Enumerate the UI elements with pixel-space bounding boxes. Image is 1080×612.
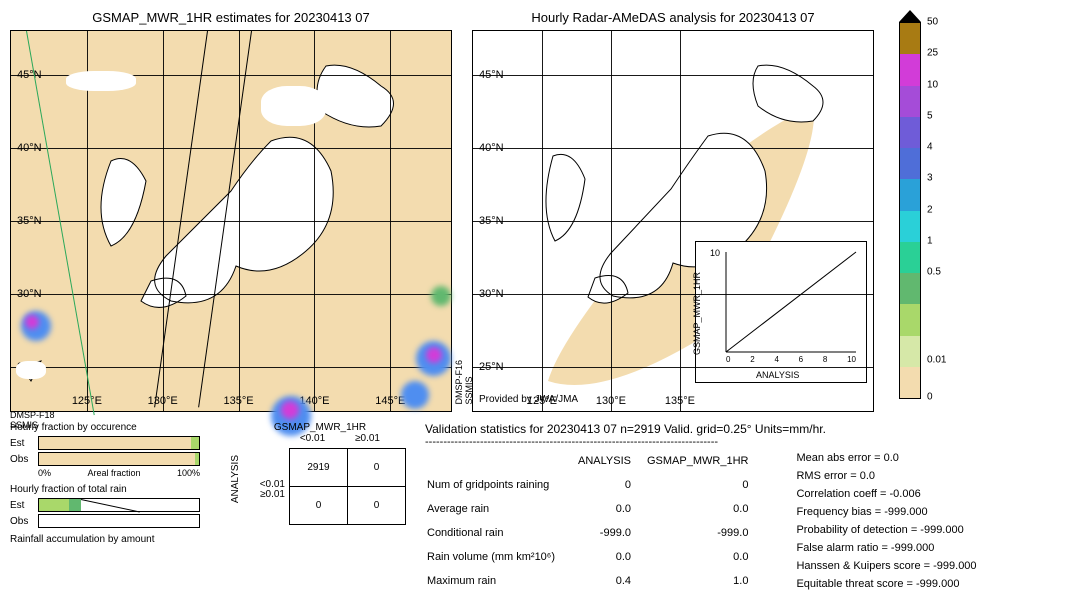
stats-dashes: ----------------------------------------…: [425, 436, 1070, 448]
row-ge: ≥0.01: [245, 489, 289, 525]
stat-a: -999.0: [571, 522, 645, 544]
fraction-panel: Hourly fraction by occurence Est Obs 0%A…: [10, 422, 215, 548]
lat-tick: 45°N: [479, 69, 504, 81]
top-row: GSMAP_MWR_1HR estimates for 20230413 07 …: [10, 10, 1070, 412]
lat-tick: 45°N: [17, 69, 42, 81]
right-map: 0246810 ANALYSIS GSMAP_MWR_1HR 10 Provid…: [472, 30, 874, 412]
stat-label: Average rain: [427, 498, 569, 520]
lat-tick: 35°N: [17, 215, 42, 227]
error-line: Probability of detection = -999.000: [796, 522, 976, 538]
error-line: Frequency bias = -999.000: [796, 504, 976, 520]
error-line: RMS error = 0.0: [796, 468, 976, 484]
lat-tick: 40°N: [17, 142, 42, 154]
stat-b: 1.0: [647, 570, 762, 592]
row-obs2: Obs: [10, 516, 38, 527]
errors-table: Mean abs error = 0.0 RMS error = 0.0 Corre…: [794, 448, 978, 594]
colorbar-tick: 10: [927, 79, 938, 90]
colorbar-tick: 3: [927, 173, 933, 184]
colorbar-tick: 5: [927, 110, 933, 121]
sensor-main-label: DMSP-F18 SSMIS: [10, 410, 55, 430]
lat-tick: 30°N: [479, 288, 504, 300]
colorbar-tick: 4: [927, 142, 933, 153]
lon-tick: 125°E: [72, 395, 102, 407]
contingency-table: 2919000: [289, 448, 406, 525]
stat-b: -999.0: [647, 522, 762, 544]
cell-10: 0: [290, 487, 348, 525]
accum-title: Rainfall accumulation by amount: [10, 534, 215, 545]
cell-01: 0: [348, 449, 406, 487]
axis-0: 0%: [38, 468, 51, 478]
colorbar-arrow-icon: [899, 10, 921, 22]
lon-tick: 130°E: [596, 395, 626, 407]
error-line: Mean abs error = 0.0: [796, 450, 976, 466]
lon-tick: 135°E: [224, 395, 254, 407]
colorbar-tick: 25: [927, 48, 938, 59]
axis-100: 100%: [177, 468, 200, 478]
stats-col-b: GSMAP_MWR_1HR: [647, 450, 762, 472]
error-line: Equitable threat score = -999.000: [796, 576, 976, 592]
cell-00: 2919: [290, 449, 348, 487]
error-line: Hanssen & Kuipers score = -999.000: [796, 558, 976, 574]
total-obs-bar: [38, 514, 200, 528]
stats-panel: Validation statistics for 20230413 07 n=…: [425, 422, 1070, 594]
stat-b: 0.0: [647, 498, 762, 520]
colorbar-tick: 0: [927, 392, 933, 403]
row-est: Est: [10, 438, 38, 449]
inset-ymax: 10: [710, 248, 720, 258]
row-obs: Obs: [10, 454, 38, 465]
stat-label: Conditional rain: [427, 522, 569, 544]
stat-b: 0.0: [647, 546, 762, 568]
colorbar-tick: 2: [927, 204, 933, 215]
lat-tick: 40°N: [479, 142, 504, 154]
colorbar-tick: 50: [927, 17, 938, 28]
stat-a: 0.0: [571, 546, 645, 568]
stats-table: ANALYSISGSMAP_MWR_1HR Num of gridpoints …: [425, 448, 764, 594]
stat-label: Maximum rain: [427, 570, 569, 592]
inset-xlabel: ANALYSIS: [756, 370, 799, 380]
stat-label: Rain volume (mm km²10⁶): [427, 546, 569, 568]
error-line: False alarm ratio = -999.000: [796, 540, 976, 556]
colorbar-tick: 0.01: [927, 354, 946, 365]
cell-11: 0: [348, 487, 406, 525]
stat-label: Num of gridpoints raining: [427, 474, 569, 496]
axis-label: Areal fraction: [87, 468, 140, 478]
error-line: Correlation coeff = -0.006: [796, 486, 976, 502]
inset-ylabel: GSMAP_MWR_1HR: [692, 272, 702, 355]
stat-b: 0: [647, 474, 762, 496]
stats-col-a: ANALYSIS: [571, 450, 645, 472]
lat-tick: 25°N: [479, 361, 504, 373]
left-map-panel: GSMAP_MWR_1HR estimates for 20230413 07 …: [10, 10, 452, 412]
stat-a: 0.4: [571, 570, 645, 592]
row-est2: Est: [10, 500, 38, 511]
total-est-bar: [38, 498, 200, 512]
scatter-inset: 0246810 ANALYSIS GSMAP_MWR_1HR 10: [695, 241, 867, 383]
bottom-row: Hourly fraction by occurence Est Obs 0%A…: [10, 422, 1070, 594]
lat-tick: 35°N: [479, 215, 504, 227]
col-lt: <0.01: [285, 433, 340, 444]
contingency-side: ANALYSIS: [230, 455, 241, 503]
colorbar-tick: 1: [927, 235, 933, 246]
stat-a: 0: [571, 474, 645, 496]
occurrence-obs-bar: [38, 452, 200, 466]
stat-a: 0.0: [571, 498, 645, 520]
total-title: Hourly fraction of total rain: [10, 484, 215, 495]
left-map: 45°N40°N35°N30°N25°N125°E130°E135°E140°E…: [10, 30, 452, 412]
col-ge: ≥0.01: [340, 433, 395, 444]
colorbar: [899, 22, 921, 399]
right-map-panel: Hourly Radar-AMeDAS analysis for 2023041…: [472, 10, 874, 412]
right-map-title: Hourly Radar-AMeDAS analysis for 2023041…: [472, 10, 874, 25]
sensor-right-label: DMSP-F16 SSMIS: [454, 360, 474, 405]
occurrence-est-bar: [38, 436, 200, 450]
contingency-panel: GSMAP_MWR_1HR ANALYSIS <0.01≥0.01 <0.01 …: [230, 422, 410, 525]
colorbar-panel: 502510543210.50.010: [899, 10, 959, 399]
lon-tick: 125°E: [527, 395, 557, 407]
lon-tick: 135°E: [665, 395, 695, 407]
lon-tick: 130°E: [148, 395, 178, 407]
left-map-title: GSMAP_MWR_1HR estimates for 20230413 07: [10, 10, 452, 25]
contingency-header: GSMAP_MWR_1HR: [230, 422, 410, 433]
colorbar-tick: 0.5: [927, 267, 941, 278]
lat-tick: 30°N: [17, 288, 42, 300]
stats-title: Validation statistics for 20230413 07 n=…: [425, 422, 1070, 436]
